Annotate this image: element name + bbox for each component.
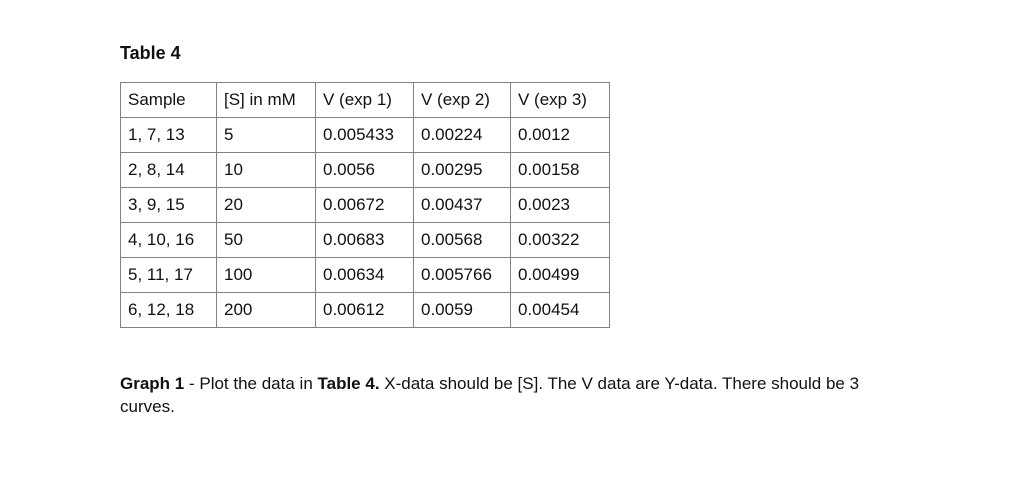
table-reference: Table 4. xyxy=(317,374,380,393)
column-header-v-exp3: V (exp 3) xyxy=(510,82,610,118)
cell-sample: 4, 10, 16 xyxy=(120,222,217,258)
cell-v-exp1: 0.0056 xyxy=(315,152,414,188)
table-row: 3, 9, 15 20 0.00672 0.00437 0.0023 xyxy=(120,187,610,223)
table-row: 2, 8, 14 10 0.0056 0.00295 0.00158 xyxy=(120,152,610,188)
cell-s-mm: 5 xyxy=(216,117,316,153)
cell-v-exp3: 0.00322 xyxy=(510,222,610,258)
cell-v-exp2: 0.00437 xyxy=(413,187,511,223)
cell-v-exp3: 0.00499 xyxy=(510,257,610,293)
cell-s-mm: 10 xyxy=(216,152,316,188)
table-row: 1, 7, 13 5 0.005433 0.00224 0.0012 xyxy=(120,117,610,153)
cell-v-exp3: 0.0023 xyxy=(510,187,610,223)
column-header-v-exp2: V (exp 2) xyxy=(413,82,511,118)
cell-s-mm: 20 xyxy=(216,187,316,223)
cell-v-exp2: 0.00224 xyxy=(413,117,511,153)
cell-sample: 5, 11, 17 xyxy=(120,257,217,293)
cell-v-exp2: 0.005766 xyxy=(413,257,511,293)
table-row: 6, 12, 18 200 0.00612 0.0059 0.00454 xyxy=(120,292,610,328)
cell-s-mm: 200 xyxy=(216,292,316,328)
cell-v-exp2: 0.00295 xyxy=(413,152,511,188)
column-header-sample: Sample xyxy=(120,82,217,118)
cell-sample: 6, 12, 18 xyxy=(120,292,217,328)
cell-s-mm: 100 xyxy=(216,257,316,293)
cell-v-exp1: 0.00634 xyxy=(315,257,414,293)
cell-v-exp3: 0.0012 xyxy=(510,117,610,153)
cell-v-exp2: 0.0059 xyxy=(413,292,511,328)
cell-v-exp1: 0.00672 xyxy=(315,187,414,223)
cell-s-mm: 50 xyxy=(216,222,316,258)
column-header-v-exp1: V (exp 1) xyxy=(315,82,414,118)
table-title: Table 4 xyxy=(120,43,181,63)
graph-instruction-text: X-data should be [S]. The V data are Y-d… xyxy=(120,374,860,416)
table-row: 5, 11, 17 100 0.00634 0.005766 0.00499 xyxy=(120,257,610,293)
cell-v-exp1: 0.005433 xyxy=(315,117,414,153)
table-row: 4, 10, 16 50 0.00683 0.00568 0.00322 xyxy=(120,222,610,258)
data-table: Sample [S] in mM V (exp 1) V (exp 2) V (… xyxy=(120,82,610,328)
cell-v-exp3: 0.00454 xyxy=(510,292,610,328)
table-header-row: Sample [S] in mM V (exp 1) V (exp 2) V (… xyxy=(120,82,610,118)
graph-instruction: Graph 1 - Plot the data in Table 4. X-da… xyxy=(120,372,912,418)
cell-sample: 3, 9, 15 xyxy=(120,187,217,223)
column-header-s-mm: [S] in mM xyxy=(216,82,316,118)
graph-instruction-text: - Plot the data in xyxy=(184,374,318,393)
cell-v-exp3: 0.00158 xyxy=(510,152,610,188)
cell-v-exp2: 0.00568 xyxy=(413,222,511,258)
cell-v-exp1: 0.00612 xyxy=(315,292,414,328)
cell-v-exp1: 0.00683 xyxy=(315,222,414,258)
graph-label: Graph 1 xyxy=(120,374,185,393)
cell-sample: 1, 7, 13 xyxy=(120,117,217,153)
cell-sample: 2, 8, 14 xyxy=(120,152,217,188)
